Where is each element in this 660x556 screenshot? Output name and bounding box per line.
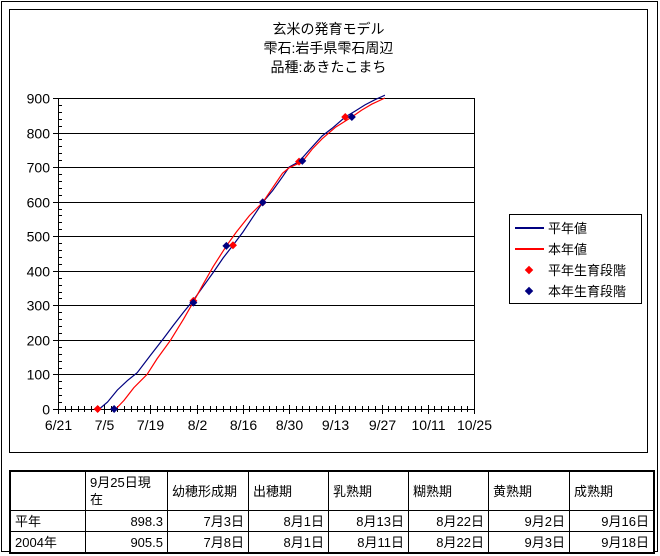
table-cell: 9月2日 bbox=[488, 510, 570, 532]
line-sample-icon bbox=[514, 226, 544, 229]
legend-label: 本年生育段階 bbox=[548, 284, 627, 299]
series-marker-2 bbox=[341, 113, 350, 122]
chart-title-line1: 玄米の発育モデル bbox=[272, 21, 385, 37]
legend-label: 平年値 bbox=[548, 221, 588, 236]
series-line-0 bbox=[98, 94, 386, 410]
y-axis-label: 600 bbox=[27, 195, 51, 211]
chart-title-line3: 品種:あきたこまち bbox=[270, 59, 387, 75]
table-cell: 8月11日 bbox=[328, 531, 409, 554]
legend-label: 本年値 bbox=[548, 242, 588, 257]
y-axis-label: 0 bbox=[42, 402, 50, 418]
table-row-label: 2004年 bbox=[9, 531, 86, 554]
chart-panel: 0 100 200 300 400 500 600 700 800 900 6/21 7/5 7/19 8… bbox=[9, 9, 648, 453]
table-cell: 9月18日 bbox=[569, 531, 655, 554]
series-marker-3 bbox=[189, 298, 198, 307]
series-line-1 bbox=[115, 97, 386, 410]
legend-sample bbox=[510, 265, 548, 274]
y-axis-label: 300 bbox=[27, 298, 51, 314]
table-cell: 7月8日 bbox=[167, 531, 249, 554]
chart-title: 玄米の発育モデル 雫石:岩手県雫石周辺 品種:あきたこまち bbox=[10, 20, 647, 77]
diamond-marker-icon bbox=[524, 286, 534, 295]
legend-item-honnen-stage: 本年生育段階 bbox=[510, 280, 641, 301]
legend-sample bbox=[510, 286, 548, 295]
y-axis-label: 100 bbox=[27, 367, 51, 383]
series-marker-2 bbox=[228, 241, 237, 250]
x-axis-label: 8/2 bbox=[188, 417, 208, 433]
x-axis-label: 9/13 bbox=[322, 417, 349, 433]
y-axis-label: 800 bbox=[27, 126, 51, 142]
legend: 平年値 本年値 平年生育段階 本年生育段階 bbox=[509, 214, 642, 304]
table-header-cell: 糊熟期 bbox=[408, 470, 489, 511]
chart-plot: 0 100 200 300 400 500 600 700 800 900 6/21 7/5 7/19 8… bbox=[27, 91, 493, 434]
table-cell: 8月13日 bbox=[328, 510, 409, 532]
table-cell: 8月1日 bbox=[248, 510, 329, 532]
series-marker-3 bbox=[110, 405, 119, 413]
x-axis-label: 8/30 bbox=[276, 417, 303, 433]
table-cell: 8月1日 bbox=[248, 531, 329, 554]
table-cell: 8月22日 bbox=[408, 531, 489, 554]
line-sample-icon bbox=[514, 247, 544, 250]
chart-title-line2: 雫石:岩手県雫石周辺 bbox=[263, 40, 394, 56]
growth-stage-table: 9月25日現在 幼穂形成期 出穂期 乳熟期 糊熟期 黄熟期 成熟期 平年 898.3 7月3日 8月… bbox=[9, 470, 655, 554]
table-header-row: 9月25日現在 幼穂形成期 出穂期 乳熟期 糊熟期 黄熟期 成熟期 bbox=[9, 470, 655, 511]
table-cell: 905.5 bbox=[85, 531, 168, 554]
series-marker-3 bbox=[258, 198, 267, 207]
table-header-cell: 乳熟期 bbox=[328, 470, 409, 511]
x-axis-label: 7/5 bbox=[95, 417, 115, 433]
legend-item-heinen-value: 平年値 bbox=[510, 217, 641, 238]
table-cell: 9月3日 bbox=[488, 531, 570, 554]
y-axis-label: 700 bbox=[27, 160, 51, 176]
y-axis-label: 500 bbox=[27, 229, 51, 245]
table-row: 平年 898.3 7月3日 8月1日 8月13日 8月22日 9月2日 9月16日 bbox=[9, 510, 655, 532]
table-cell: 8月22日 bbox=[408, 510, 489, 532]
series-marker-3 bbox=[347, 113, 356, 122]
series-marker-2 bbox=[93, 405, 102, 413]
table-header-cell: 黄熟期 bbox=[488, 470, 570, 511]
x-axis-label: 8/16 bbox=[230, 417, 257, 433]
legend-item-honnen-value: 本年値 bbox=[510, 238, 641, 259]
series-marker-3 bbox=[298, 156, 307, 165]
x-axis-label: 9/27 bbox=[369, 417, 396, 433]
y-axis-label: 900 bbox=[27, 91, 51, 107]
legend-sample bbox=[510, 247, 548, 250]
growth-stage-table-container: 9月25日現在 幼穂形成期 出穂期 乳熟期 糊熟期 黄熟期 成熟期 平年 898.3 7月3日 8月… bbox=[9, 470, 655, 554]
y-axis-label: 400 bbox=[27, 264, 51, 280]
table-cell: 7月3日 bbox=[167, 510, 249, 532]
table-header-cell: 9月25日現在 bbox=[85, 470, 168, 511]
legend-item-heinen-stage: 平年生育段階 bbox=[510, 259, 641, 280]
diamond-marker-icon bbox=[524, 265, 534, 274]
table-header-cell: 幼穂形成期 bbox=[167, 470, 249, 511]
x-axis-label: 6/21 bbox=[45, 417, 72, 433]
table-header-cell bbox=[9, 470, 86, 511]
series-marker-3 bbox=[222, 241, 231, 250]
x-axis-label: 10/11 bbox=[412, 417, 446, 433]
table-cell: 9月16日 bbox=[569, 510, 655, 532]
x-axis-label: 10/25 bbox=[457, 417, 492, 433]
legend-label: 平年生育段階 bbox=[548, 263, 627, 278]
table-row: 2004年 905.5 7月8日 8月1日 8月11日 8月22日 9月3日 9月18日 bbox=[9, 531, 655, 554]
table-cell: 898.3 bbox=[85, 510, 168, 532]
table-row-label: 平年 bbox=[9, 510, 86, 532]
y-axis-label: 200 bbox=[27, 333, 51, 349]
table-header-cell: 成熟期 bbox=[569, 470, 655, 511]
legend-sample bbox=[510, 226, 548, 229]
table-header-cell: 出穂期 bbox=[248, 470, 329, 511]
x-axis-label: 7/19 bbox=[137, 417, 164, 433]
